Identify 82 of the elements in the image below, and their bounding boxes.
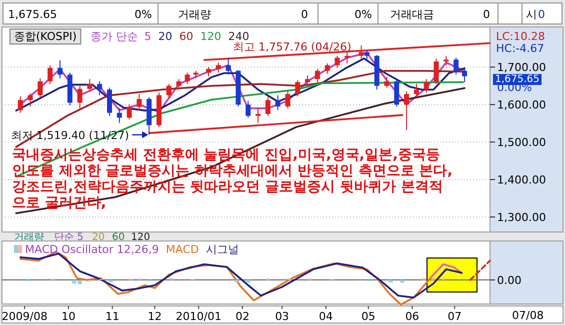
candlestick — [414, 83, 419, 98]
candlestick — [206, 66, 212, 77]
text: 1,675.65 — [495, 74, 540, 85]
candlestick — [176, 78, 182, 90]
text: 20 — [158, 30, 172, 43]
text: 거래대금 — [390, 8, 434, 21]
series-label: 시그널 — [206, 243, 239, 256]
candlestick — [275, 94, 280, 111]
candlestick — [444, 55, 449, 66]
candlestick — [18, 96, 23, 114]
text: 5 — [144, 30, 152, 43]
ref-line-label: 0.00 — [497, 274, 522, 287]
x-tick-label: 10 — [61, 310, 76, 323]
x-tick-label: 05 — [361, 310, 376, 323]
candlestick — [48, 64, 53, 84]
candlestick — [216, 62, 221, 74]
text: 거래량 — [178, 8, 211, 21]
candlestick — [305, 74, 310, 86]
candlestick — [226, 58, 231, 76]
x-tick-label: 07 — [448, 310, 462, 323]
candlestick — [246, 100, 251, 118]
x-tick-label: 11 — [105, 310, 120, 323]
candlestick — [38, 78, 43, 98]
candlestick — [285, 90, 290, 109]
legend-label: MACD Oscillator 12,26,9 — [25, 243, 159, 256]
text: 120 — [131, 232, 150, 243]
text: 시 — [526, 8, 537, 21]
legend-title: 종가 단순 — [90, 30, 138, 43]
text: 60 — [112, 232, 125, 243]
x-tick-label: 2009/08 — [2, 310, 48, 323]
annotation: 최고 1,757.76 (04/26) — [233, 40, 352, 54]
candlestick — [265, 96, 270, 116]
candlestick — [384, 76, 390, 88]
candlestick — [126, 104, 132, 120]
text: 60 — [179, 30, 194, 43]
x-tick-label: 2010/01 — [176, 310, 222, 323]
candlestick — [97, 80, 102, 96]
candlestick — [462, 68, 468, 83]
chart-title: 종합(KOSPI) — [14, 30, 77, 43]
candlestick — [28, 92, 33, 107]
y-tick-label: 1,700.00 — [497, 61, 546, 74]
candlestick — [136, 94, 142, 111]
candlestick — [454, 57, 459, 76]
candlestick — [256, 108, 261, 124]
candlestick — [324, 62, 330, 74]
candlestick — [184, 72, 190, 84]
text: 0 — [301, 8, 308, 21]
y-tick-label: 1,300.00 — [497, 211, 546, 224]
y-tick-label: 1,500.00 — [497, 136, 546, 150]
x-tick-label: 03 — [275, 310, 290, 323]
candlestick — [166, 83, 172, 100]
candlestick — [314, 68, 320, 83]
candlestick — [295, 80, 300, 97]
y-tick-label: 1,600.00 — [497, 98, 546, 112]
series-label: MACD — [166, 243, 199, 256]
text: LC:10.28 — [496, 30, 546, 43]
x-tick-label: 12 — [148, 310, 162, 323]
candlestick — [334, 55, 340, 68]
x-tick-label: 06 — [405, 310, 420, 323]
y-tick-label: 1,400.00 — [497, 174, 546, 187]
candlestick — [87, 78, 92, 92]
candlestick — [116, 108, 122, 124]
text: 1,675.65 — [8, 8, 57, 21]
candlestick — [394, 80, 400, 107]
x-tick-label: 04 — [318, 310, 333, 323]
candlestick — [434, 58, 439, 84]
text: 0 — [483, 8, 490, 21]
candlestick — [424, 78, 429, 94]
text: HC:-4.67 — [496, 42, 544, 55]
candlestick — [364, 50, 370, 62]
candlestick — [107, 87, 112, 116]
candlestick — [77, 85, 82, 109]
text: 07/08 — [512, 309, 544, 322]
text: 120 — [200, 30, 222, 43]
text: 0% — [134, 8, 152, 21]
text: 0 — [538, 8, 545, 21]
text: 20 — [92, 232, 105, 243]
candlestick — [404, 90, 410, 131]
candlestick — [57, 60, 62, 79]
text: 240 — [228, 30, 250, 43]
x-tick-label: 02 — [235, 310, 250, 323]
text: 0% — [354, 8, 372, 21]
